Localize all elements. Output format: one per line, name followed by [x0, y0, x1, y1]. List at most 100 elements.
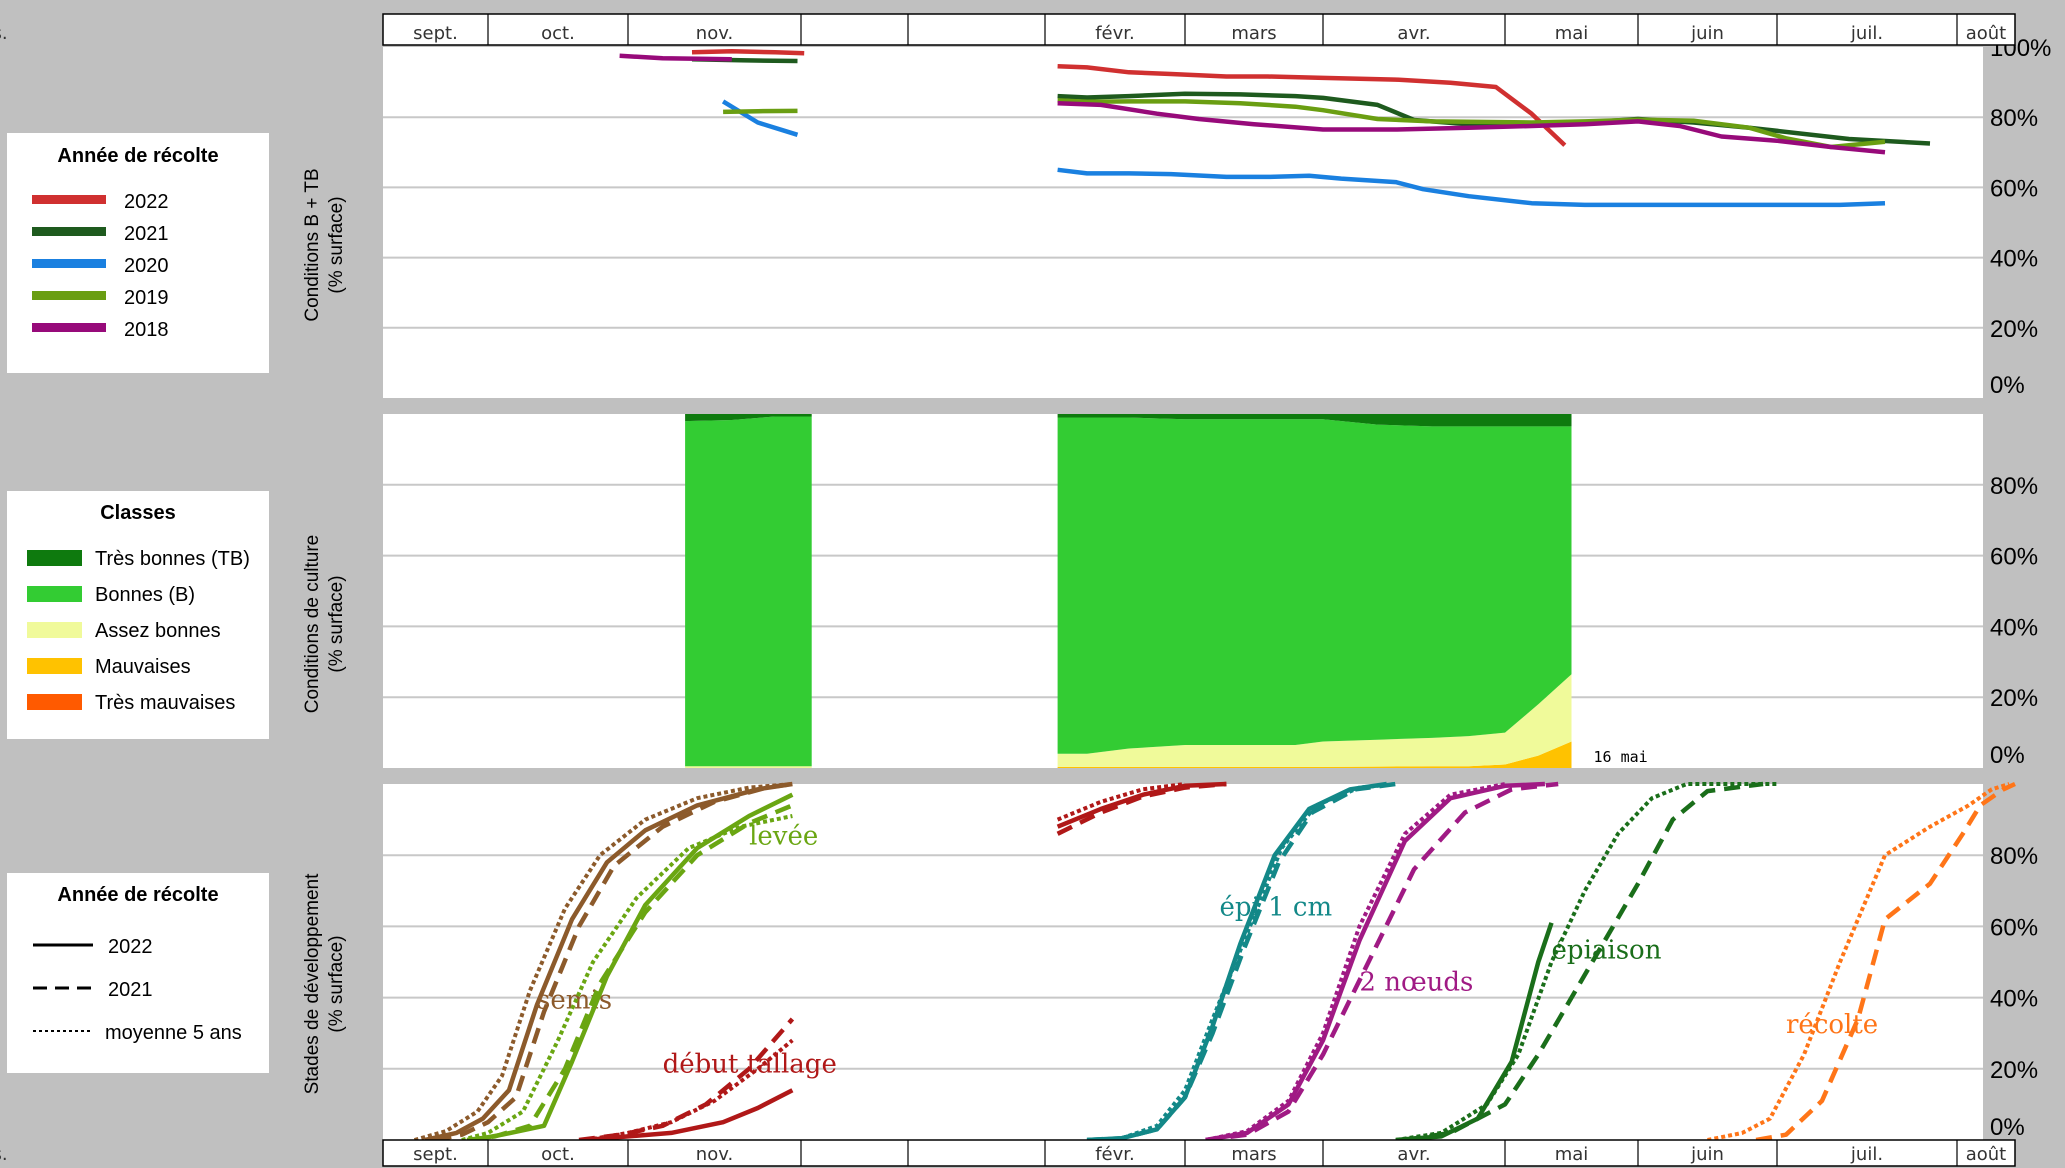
- area-Assez bonnes: [1057, 674, 1572, 767]
- month-label: sept.: [413, 23, 458, 44]
- legend-class-label: Très bonnes (TB): [95, 548, 250, 570]
- legend-swatch-2020: [32, 259, 106, 268]
- area-Assez bonnes: [685, 766, 812, 768]
- y-tick-label: 80%: [1990, 473, 2038, 500]
- legend-class-label: Très mauvaises: [95, 692, 235, 714]
- legend-years: Année de récolte 2022 2021 2020 2019 2018: [7, 133, 269, 373]
- legend-year-label: 2018: [124, 319, 169, 341]
- legend-swatch-2021: [32, 227, 106, 236]
- legend-linestyles-box: [7, 873, 269, 1073]
- legend-classes: Classes Très bonnes (TB) Bonnes (B) Assez …: [7, 491, 269, 739]
- legend-year-label: 2019: [124, 287, 169, 309]
- legend-years-title: Année de récolte: [57, 145, 218, 167]
- series-line-2019: [1057, 98, 1886, 150]
- y-tick-label: 0%: [1990, 372, 2025, 399]
- month-label: juil.: [1850, 1144, 1883, 1165]
- legend-year-label: 2020: [124, 255, 169, 277]
- stage-line: [1707, 782, 2010, 1142]
- month-label: mars: [1231, 1144, 1276, 1165]
- legend-classes-title: Classes: [100, 502, 176, 524]
- legend-class-label: Bonnes (B): [95, 584, 195, 606]
- legend-swatch-2018: [32, 323, 106, 332]
- month-label: juin: [1690, 23, 1724, 44]
- y-tick-label: 60%: [1990, 175, 2038, 202]
- stage-line: [1205, 781, 1559, 1143]
- legend-class-swatch: [27, 658, 82, 674]
- stage-label: épiaison: [1552, 935, 1662, 965]
- y-tick-label: 0%: [1990, 1114, 2025, 1141]
- plot-background: [383, 784, 1983, 1140]
- month-label: févr.: [1095, 1144, 1135, 1165]
- legend-year-label: 2022: [124, 191, 169, 213]
- month-label: juin: [1690, 1144, 1724, 1165]
- series-line-2020: [721, 99, 799, 137]
- area-Très bonnes (TB): [685, 414, 812, 422]
- series-line-2019: [723, 108, 798, 115]
- month-axis-bottom: sept. oct. nov. févr. mars avr. mai juin juil. ao…: [0, 1139, 2016, 1167]
- panel-conditions-b-tb: 0%20%40%60%80%100%: [383, 35, 2051, 399]
- stage-label: 2 nœuds: [1359, 967, 1473, 997]
- series-line-2018: [619, 53, 732, 62]
- legend-swatch-2019: [32, 291, 106, 300]
- ylabel-panel-2: Conditions de culture (% surface): [302, 535, 347, 714]
- stage-label: récolte: [1786, 1010, 1878, 1040]
- month-label: mai: [1555, 23, 1589, 44]
- series-line-2022: [1057, 64, 1567, 147]
- legend-class-swatch: [27, 622, 82, 638]
- ylabel-2-line2: (% surface): [326, 575, 347, 672]
- month-label: juil.: [1850, 23, 1883, 44]
- legend-class-label: Mauvaises: [95, 656, 191, 678]
- month-axis-top: sept. oct. nov. févr. mars avr. mai juin juil. ao…: [0, 13, 2016, 46]
- ylabel-3-line2: (% surface): [326, 935, 347, 1032]
- ylabel-panel-1: Conditions B + TB (% surface): [302, 168, 347, 321]
- area-Très bonnes (TB): [1057, 414, 1572, 427]
- legend-class-label: Assez bonnes: [95, 620, 221, 642]
- panel-conditions-culture: 0% 20% 40% 60% 80% 16 mai: [383, 414, 2038, 769]
- ylabel-panel-3: Stades de développement (% surface): [302, 873, 347, 1094]
- legend-linestyle-label: moyenne 5 ans: [105, 1022, 242, 1044]
- month-bar: [382, 13, 2016, 46]
- legend-linestyles: Année de récolte 2022 2021 moyenne 5 ans: [7, 873, 269, 1073]
- month-label: oct.: [541, 1144, 575, 1165]
- stage-line: [1056, 781, 1227, 836]
- month-label: oct.: [541, 23, 575, 44]
- month-label: sept.: [413, 1144, 458, 1165]
- ylabel-3-line1: Stades de développement: [302, 873, 323, 1094]
- y-tick-label: 40%: [1990, 986, 2038, 1013]
- month-label: s.: [0, 1144, 8, 1165]
- stage-line: [1395, 922, 1554, 1143]
- month-label: mai: [1555, 1144, 1589, 1165]
- stage-line: [1395, 782, 1777, 1142]
- month-label: avr.: [1397, 1144, 1430, 1165]
- month-label: nov.: [696, 23, 733, 44]
- month-label: août: [1966, 23, 2007, 44]
- y-tick-label: 20%: [1990, 1057, 2038, 1084]
- stage-label: levée: [749, 822, 818, 852]
- month-label: avr.: [1397, 23, 1430, 44]
- area-Bonnes (B): [685, 416, 812, 767]
- series-line-2022: [691, 48, 805, 56]
- legend-class-swatch: [27, 586, 82, 602]
- stage-line: [585, 1088, 794, 1143]
- y-tick-label: 20%: [1990, 316, 2038, 343]
- stage-line: [461, 814, 793, 1142]
- area-Bonnes (B): [1057, 417, 1572, 754]
- stage-label: début tallage: [663, 1049, 837, 1079]
- legend-linestyle-label: 2022: [108, 936, 153, 958]
- y-tick-label: 40%: [1990, 246, 2038, 273]
- y-tick-label: 60%: [1990, 914, 2038, 941]
- area-Mauvaises: [1057, 741, 1572, 768]
- annotation-16-mai: 16 mai: [1594, 748, 1648, 766]
- legend-linestyle-label: 2021: [108, 979, 153, 1001]
- month-bar: [382, 1139, 2016, 1167]
- stage-line: [471, 792, 794, 1143]
- y-tick-label: 20%: [1990, 685, 2038, 712]
- stage-line: [1205, 782, 1506, 1142]
- series-line-2018: [1057, 100, 1886, 155]
- y-tick-label: 80%: [1990, 105, 2038, 132]
- stage-line: [585, 1038, 794, 1142]
- legend-year-label: 2021: [124, 223, 169, 245]
- stage-line: [413, 782, 793, 1142]
